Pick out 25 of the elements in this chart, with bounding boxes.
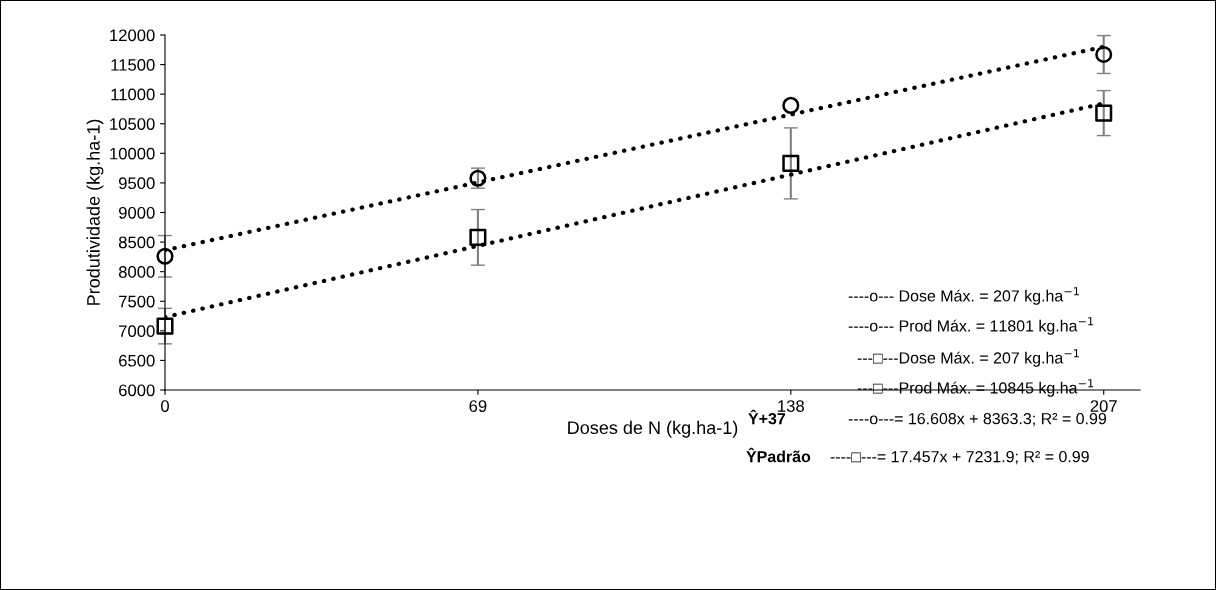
y-tick-label: 11500 (111, 58, 155, 71)
y-tick-label: 7000 (119, 325, 155, 338)
annotation: ----ο--- Dose Máx. = 207 kg.ha$^{−1}$ (848, 287, 1079, 305)
y-tick-label: 10500 (110, 118, 155, 130)
text: ----ο---= 16.608x + 8363.3; R² = 0.99 (848, 412, 1107, 427)
y-tick-label: 9500 (118, 177, 155, 190)
y-tick-label: 9000 (118, 206, 155, 219)
y-tick-label: 6500 (119, 354, 155, 367)
x-tick-label: 69 (469, 400, 487, 412)
annotation: ----ο--- Prod Máx. = 11801 kg.ha$^{−1}$ (848, 317, 1094, 335)
y-tick-label: 8500 (118, 236, 155, 249)
x-tick-label: 0 (161, 400, 169, 412)
x-axis-title: Doses de N (kg.ha-1) (568, 420, 738, 438)
y-tick-label: 8000 (118, 266, 155, 278)
y-tick-label: 7500 (119, 295, 155, 308)
y-tick-label: 12000 (110, 29, 155, 42)
annotation: ---□---Prod Máx. = 10845 kg.ha$^{−1}$ (857, 379, 1094, 397)
y-tick-label: 6000 (119, 384, 155, 397)
y-tick-label: 10000 (110, 147, 155, 160)
y-tick-label: 11000 (111, 88, 155, 101)
x-tick-label: 207 (1090, 400, 1117, 412)
text: ----□---= 17.457x + 7231.9; R² = 0.99 (830, 450, 1089, 465)
annotation: ---□---Dose Máx. = 207 kg.ha$^{−1}$ (857, 349, 1079, 367)
text: ŶPadrão (746, 447, 811, 463)
y-axis-title: Produtividade (kg.ha-1) (86, 119, 104, 305)
